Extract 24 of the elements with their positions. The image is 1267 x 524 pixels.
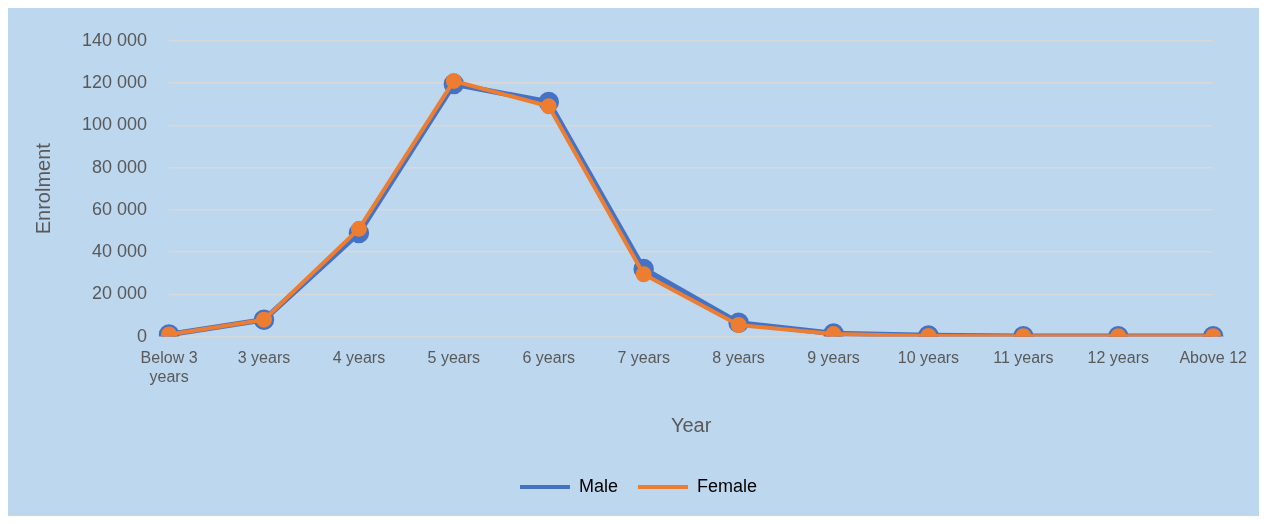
y-tick-label: 20 000 xyxy=(92,283,148,304)
x-tick-label: 5 years xyxy=(427,348,481,366)
y-tick-label: 0 xyxy=(137,325,148,346)
x-tick-label: 10 years xyxy=(897,348,960,366)
x-tick-label: 4 years xyxy=(332,348,386,366)
x-tick-label: 9 years xyxy=(807,348,860,366)
y-tick-label: 40 000 xyxy=(92,241,148,262)
x-tick-label: 7 years xyxy=(617,348,670,366)
y-tick-label: 100 000 xyxy=(81,114,148,135)
x-tick-label: Below 3 years xyxy=(140,348,198,385)
y-axis-title: Enrolment xyxy=(31,142,54,235)
legend-label: Female xyxy=(697,475,758,496)
y-tick-label: 80 000 xyxy=(92,156,148,177)
x-tick-label: 6 years xyxy=(522,348,575,366)
y-tick-label: 140 000 xyxy=(81,29,148,50)
legend-label: Male xyxy=(578,475,618,496)
x-axis-title: Year xyxy=(670,413,712,436)
x-tick-label: 3 years xyxy=(237,348,291,366)
x-tick-label: 8 years xyxy=(712,348,765,366)
x-tick-label: Above 12 xyxy=(1179,348,1248,366)
y-tick-label: 120 000 xyxy=(81,72,148,93)
x-tick-label: 11 years xyxy=(993,348,1054,366)
y-tick-label: 60 000 xyxy=(92,198,148,219)
x-tick-label: 12 years xyxy=(1087,348,1149,366)
